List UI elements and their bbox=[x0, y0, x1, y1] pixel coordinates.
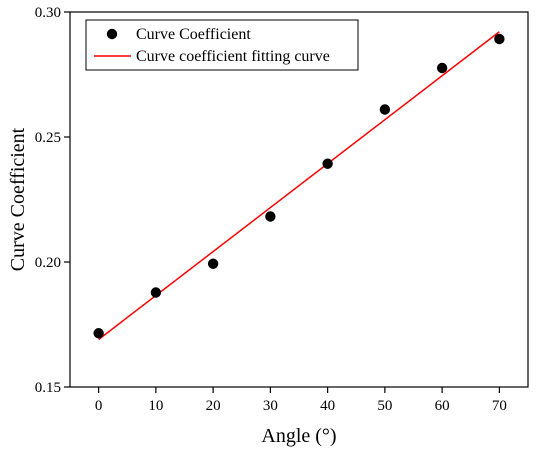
data-point bbox=[322, 158, 333, 169]
fit-line-series bbox=[98, 31, 500, 341]
x-tick-label: 10 bbox=[148, 398, 163, 414]
x-tick-label: 20 bbox=[206, 398, 221, 414]
y-axis-ticks: 0.15 0.20 0.25 0.30 bbox=[35, 5, 70, 396]
legend-scatter-marker bbox=[106, 28, 118, 40]
y-tick-label: 0.30 bbox=[35, 5, 61, 21]
data-point bbox=[93, 328, 104, 339]
y-tick-label: 0.25 bbox=[35, 130, 61, 146]
y-tick-label: 0.15 bbox=[35, 380, 61, 396]
x-tick-label: 40 bbox=[320, 398, 335, 414]
data-point bbox=[379, 104, 391, 115]
x-axis-title: Angle (°) bbox=[261, 425, 336, 447]
series-layer bbox=[93, 31, 505, 341]
legend-box bbox=[85, 19, 359, 71]
data-point bbox=[207, 258, 219, 269]
data-point bbox=[494, 33, 505, 45]
x-tick-label: 60 bbox=[435, 398, 450, 414]
data-point bbox=[150, 287, 162, 298]
legend-fit-line-label: Curve coefficient fitting curve bbox=[136, 48, 330, 65]
x-tick-label: 70 bbox=[492, 398, 507, 414]
x-tick-label: 0 bbox=[95, 398, 103, 414]
legend: Curve Coefficient Curve coefficient fitt… bbox=[85, 19, 359, 71]
y-axis-title: Curve Coefficient bbox=[7, 127, 29, 271]
y-tick-label: 0.20 bbox=[35, 255, 61, 271]
legend-scatter-label: Curve Coefficient bbox=[136, 26, 251, 43]
x-axis-ticks: 0 10 20 30 40 50 60 70 bbox=[95, 387, 507, 414]
data-point bbox=[436, 62, 448, 74]
data-point bbox=[265, 211, 276, 222]
x-tick-label: 30 bbox=[263, 398, 278, 414]
x-tick-label: 50 bbox=[377, 398, 392, 414]
plot-area-frame bbox=[69, 11, 529, 388]
